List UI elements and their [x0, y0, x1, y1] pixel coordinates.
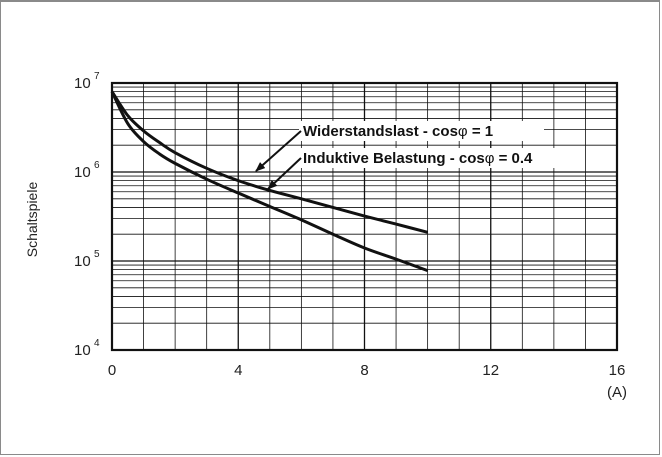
y-tick-exponent: 6 [94, 160, 100, 171]
x-tick-label: 16 [609, 362, 626, 379]
plot-border [110, 81, 619, 352]
annotation-background [299, 148, 582, 168]
x-tick-label: 4 [234, 362, 242, 379]
y-tick-label: 10 [74, 164, 91, 181]
x-tick-label: 0 [108, 362, 116, 379]
annotation-label: Induktive Belastung - cosφ = 0.4 [303, 150, 533, 167]
series-line-1 [110, 90, 429, 234]
x-tick-label: 12 [482, 362, 499, 379]
y-axis-label: Schaltspiele [24, 182, 40, 258]
x-unit-label: (A) [607, 384, 627, 401]
y-tick-label: 10 [74, 342, 91, 359]
annotation-label: Widerstandslast - cosφ = 1 [303, 123, 493, 140]
y-tick-exponent: 4 [94, 338, 100, 349]
annotation-arrow [267, 157, 302, 190]
y-tick-label: 10 [74, 253, 91, 270]
x-tick-label: 8 [360, 362, 368, 379]
y-tick-exponent: 7 [94, 71, 100, 82]
annotation-arrow [255, 130, 302, 172]
y-tick-label: 10 [74, 75, 91, 92]
annotation-background [299, 121, 544, 141]
y-tick-exponent: 5 [94, 249, 100, 260]
series-line-2 [110, 90, 429, 273]
